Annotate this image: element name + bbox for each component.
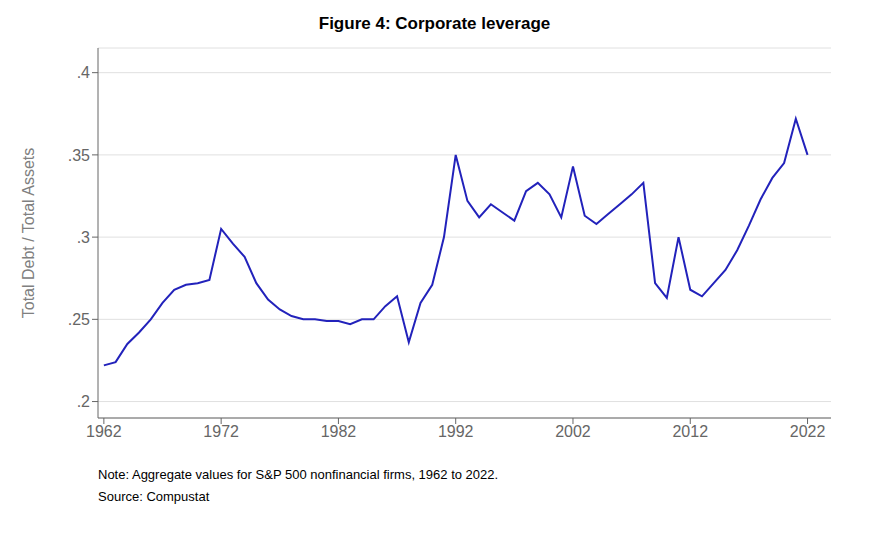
svg-text:1982: 1982: [321, 423, 357, 440]
svg-text:.2: .2: [77, 393, 90, 410]
html-text:Figure 4: Corporate leverage: Figure 4: Corporate leverage: [318, 14, 551, 33]
html-text:Source: Compustat: Source: Compustat: [98, 489, 210, 504]
svg-text:2002: 2002: [555, 423, 591, 440]
svg-text:1972: 1972: [203, 423, 239, 440]
svg-text:.3: .3: [77, 229, 90, 246]
svg-text:1962: 1962: [86, 423, 122, 440]
svg-text:.4: .4: [77, 64, 90, 81]
html-text:Note: Aggregate values for S&P: Note: Aggregate values for S&P 500 nonfi…: [98, 467, 499, 482]
svg-text:.35: .35: [68, 147, 90, 164]
svg-text:1992: 1992: [438, 423, 474, 440]
svg-text:.25: .25: [68, 311, 90, 328]
svg-text:2012: 2012: [672, 423, 708, 440]
svg-text:Total Debt / Total Assets: Total Debt / Total Assets: [20, 148, 37, 318]
svg-text:2022: 2022: [790, 423, 826, 440]
